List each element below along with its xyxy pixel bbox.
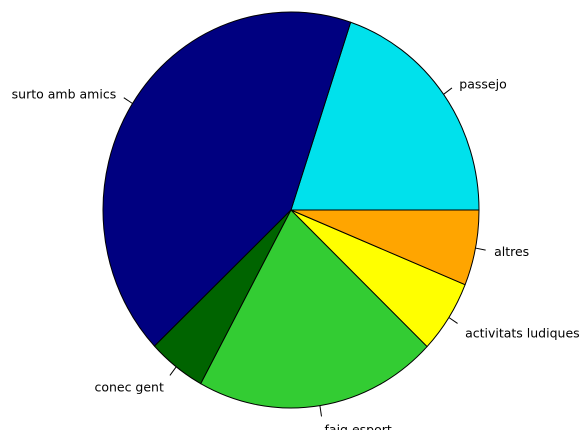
pie-slices <box>102 11 480 409</box>
pie-label-ticks <box>123 87 486 417</box>
pie-label-conec-gent: conec gent <box>94 379 164 394</box>
pie-tick-altres <box>475 247 486 251</box>
pie-tick-activitats-ludiques <box>448 317 458 324</box>
pie-tick-faig-esport <box>319 405 323 417</box>
pie-label-faig-esport: faig esport <box>325 422 392 430</box>
pie-label-altres: altres <box>494 244 529 259</box>
pie-slice-surto-amb-amics <box>102 11 352 347</box>
pie-label-passejo: passejo <box>459 76 506 91</box>
pie-tick-passejo <box>443 87 453 95</box>
pie-label-activitats-ludiques: activitats ludiques <box>465 326 580 341</box>
pie-tick-conec-gent <box>169 366 177 376</box>
pie-slice-faig-esport <box>200 209 428 409</box>
pie-label-surto-amb-amics: surto amb amics <box>12 86 117 101</box>
pie-labels: passejo surto amb amics conec gent faig esp… <box>12 76 580 430</box>
pie-tick-surto-amb-amics <box>123 97 133 104</box>
pie-slice-altres <box>290 209 480 286</box>
